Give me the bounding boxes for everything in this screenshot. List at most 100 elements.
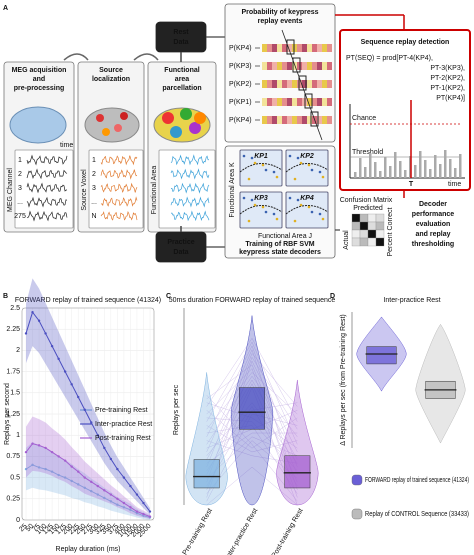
dot [275, 217, 279, 221]
row-label: 2 [18, 171, 22, 178]
brain [9, 106, 67, 144]
axis-title: Replay duration (ms) [56, 546, 121, 553]
point [103, 446, 106, 450]
x-tick-label: Inter-practice Rest [225, 507, 260, 555]
bar [399, 161, 402, 178]
brain [84, 107, 140, 143]
formula: PT-1(KP2), [430, 85, 465, 92]
stripe [307, 98, 312, 106]
point [96, 434, 99, 437]
kp-box [239, 149, 283, 187]
y-tick-label: 0.5 [10, 474, 20, 481]
subject-line [206, 360, 298, 498]
signal [170, 154, 210, 166]
row-label: 1 [92, 157, 96, 164]
bar [394, 152, 397, 178]
subject-line [206, 368, 298, 498]
stripe [282, 62, 287, 70]
subject-line [206, 356, 298, 483]
dot [288, 196, 292, 200]
stripe [322, 44, 327, 52]
y-tick-label: 1 [16, 432, 20, 439]
point [90, 489, 93, 493]
stripe [307, 44, 312, 52]
axis-title: Percent Correct [387, 207, 394, 256]
bar [449, 159, 452, 178]
bar [459, 154, 462, 178]
bar [424, 160, 427, 178]
data-label: Practice [167, 239, 194, 246]
legend-swatch [351, 508, 363, 520]
point [129, 484, 132, 488]
cm-cell [351, 213, 361, 223]
legend-label: Post-training Rest [95, 435, 151, 442]
point [83, 408, 86, 411]
point [135, 510, 139, 513]
blob [189, 122, 201, 134]
panel-title: keypress state decoders [239, 249, 321, 256]
annotation: T [409, 181, 414, 188]
stripe [272, 116, 277, 124]
point [63, 370, 67, 373]
stripe [282, 98, 287, 106]
legend-label: Inter-practice Rest [95, 421, 152, 428]
subject-line [206, 375, 298, 445]
series-line [25, 311, 151, 512]
blob [180, 108, 192, 120]
stripe [317, 62, 322, 70]
stripe [322, 80, 327, 88]
kp-label: KP3 [254, 195, 268, 202]
bar [414, 165, 417, 178]
decoder-text: evaluation [416, 221, 451, 228]
stripe [272, 80, 277, 88]
blob [120, 112, 128, 120]
point [129, 508, 132, 512]
axis-title: Δ Replays per sec (from Pre-training Res… [340, 314, 347, 446]
dot [321, 217, 325, 221]
arrow [133, 53, 159, 61]
bar [359, 158, 362, 178]
blob [96, 114, 104, 122]
panel-label: D [330, 293, 335, 300]
highlight [304, 93, 313, 109]
stripe [262, 80, 267, 88]
formula: PT(KP4)] [436, 95, 465, 102]
y-tick-label: 0.25 [6, 496, 20, 503]
point [63, 459, 67, 462]
point [109, 500, 113, 503]
decoder-text: thresholding [412, 241, 454, 248]
point [37, 319, 41, 322]
stripe [302, 116, 307, 124]
point [70, 465, 73, 468]
cm-cell [367, 213, 377, 223]
axis-title: Source Voxel [81, 169, 88, 211]
point [77, 470, 80, 473]
decision-boundary [239, 205, 283, 215]
stripe [277, 116, 282, 124]
dot [275, 175, 279, 179]
point [109, 493, 113, 496]
point [116, 503, 119, 506]
row-label: P(KP1) [229, 99, 252, 106]
bar [379, 171, 382, 178]
dot [293, 219, 297, 223]
blob [194, 112, 206, 124]
dot [296, 198, 300, 202]
point [90, 480, 93, 484]
cm-cell [359, 229, 369, 239]
stripe [322, 116, 327, 124]
cm-cell [367, 229, 377, 239]
stripe [302, 62, 307, 70]
plot-frame [21, 307, 155, 521]
point [57, 473, 60, 477]
point [103, 489, 106, 492]
axis-title: time [448, 181, 461, 188]
y-tick-label: 2 [16, 347, 20, 354]
stripe [277, 44, 282, 52]
cm-cell [359, 237, 369, 247]
x-tick-label: 25 [18, 523, 29, 534]
subject-line [206, 394, 298, 502]
kp-label: KP2 [300, 153, 314, 160]
point [83, 486, 86, 489]
